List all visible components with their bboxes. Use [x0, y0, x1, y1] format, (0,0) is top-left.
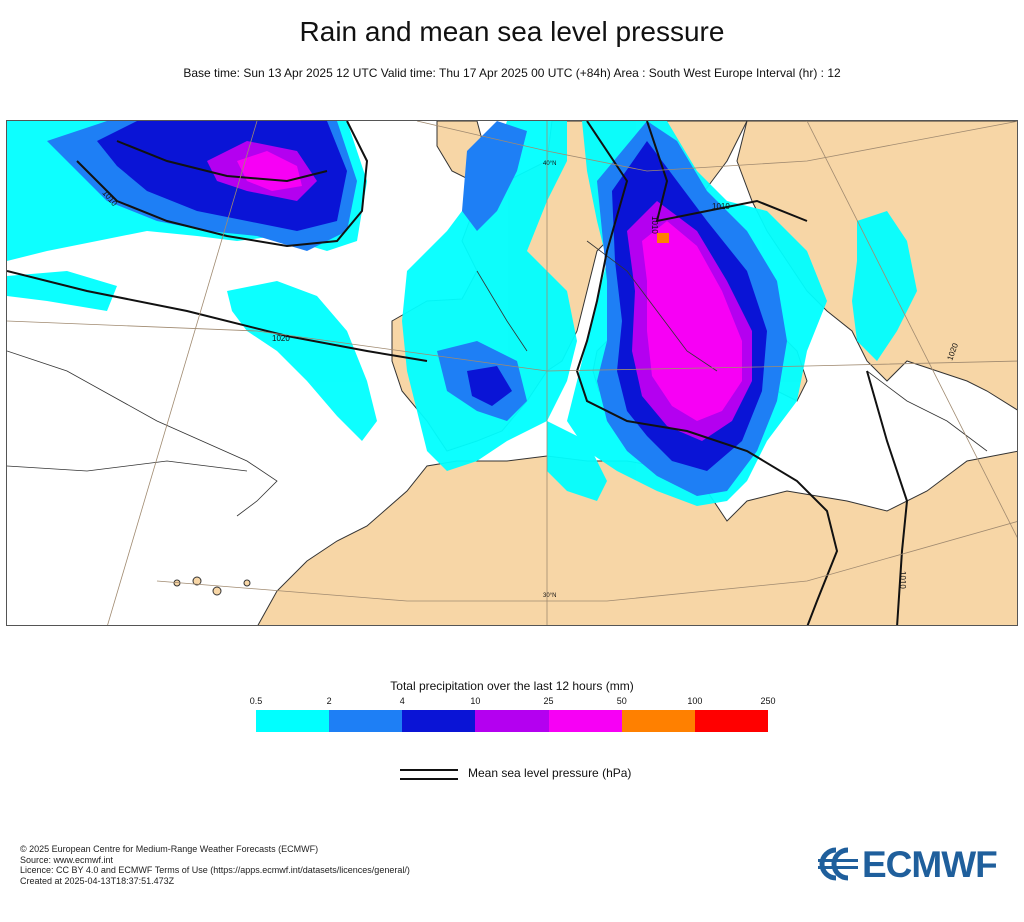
isobar-label: 1010	[650, 216, 659, 234]
footer-licence: Licence: CC BY 4.0 and ECMWF Terms of Us…	[20, 865, 410, 875]
legend-tick: 100	[687, 696, 703, 706]
legend-tick: 0.5	[249, 696, 263, 706]
footer-credits: © 2025 European Centre for Medium-Range …	[20, 844, 410, 886]
isobar-label: 1010	[712, 202, 730, 211]
isobars	[7, 121, 909, 625]
legend-tick: 2	[326, 696, 332, 706]
ecmwf-logo-text: ECMWF	[862, 844, 998, 885]
legend-tick: 10	[470, 696, 481, 706]
isobar-label: 1020	[272, 334, 290, 343]
legend-swatch	[329, 710, 403, 732]
precip-orange-spot	[657, 233, 669, 243]
ecmwf-logo-mark-icon	[818, 847, 858, 881]
footer-source: Source: www.ecmwf.int	[20, 854, 114, 865]
isobar-1010-south	[866, 370, 909, 625]
isobar-1010-east	[575, 121, 839, 625]
coastlines	[7, 240, 988, 517]
chart-title: Rain and mean sea level pressure	[299, 16, 725, 47]
isobar-label: 1010	[898, 571, 907, 589]
isobar-1010-north	[76, 121, 369, 248]
legend-swatch	[694, 710, 768, 732]
isobar-1020	[7, 270, 428, 362]
pressure-legend-label: Mean sea level pressure (hPa)	[468, 766, 632, 780]
pressure-line-symbol	[400, 769, 458, 780]
legend-tick: 4	[399, 696, 405, 706]
legend-tick: 250	[760, 696, 776, 706]
map-canvas: 1010 1020 1010 1010 1020 1010 40°N 30°N	[7, 121, 1017, 625]
legend-color-bar	[256, 710, 768, 732]
legend-tick: 50	[616, 696, 627, 706]
footer-copyright: © 2025 European Centre for Medium-Range …	[20, 844, 319, 854]
legend-swatch	[621, 710, 695, 732]
legend-title: Total precipitation over the last 12 hou…	[390, 679, 634, 693]
legend-swatch	[402, 710, 476, 732]
footer-created: Created at 2025-04-13T18:37:51.473Z	[20, 875, 175, 886]
chart-subtitle: Base time: Sun 13 Apr 2025 12 UTC Valid …	[183, 66, 841, 80]
legend-tick: 25	[543, 696, 554, 706]
latitude-label: 30°N	[543, 593, 556, 599]
ecmwf-logo[interactable]: ECMWF	[814, 844, 1010, 885]
legend-ticks: 0.5 2 4 10 25 50 100 250	[250, 696, 776, 710]
precip-legend: 0.5 2 4 10 25 50 100 250	[250, 696, 776, 734]
latitude-label: 40°N	[543, 161, 556, 167]
graticule	[7, 121, 1017, 625]
map-panel[interactable]: 1010 1020 1010 1010 1020 1010 40°N 30°N	[6, 120, 1018, 626]
legend-swatch	[475, 710, 549, 732]
legend-swatch	[548, 710, 622, 732]
legend-swatch	[256, 710, 330, 732]
